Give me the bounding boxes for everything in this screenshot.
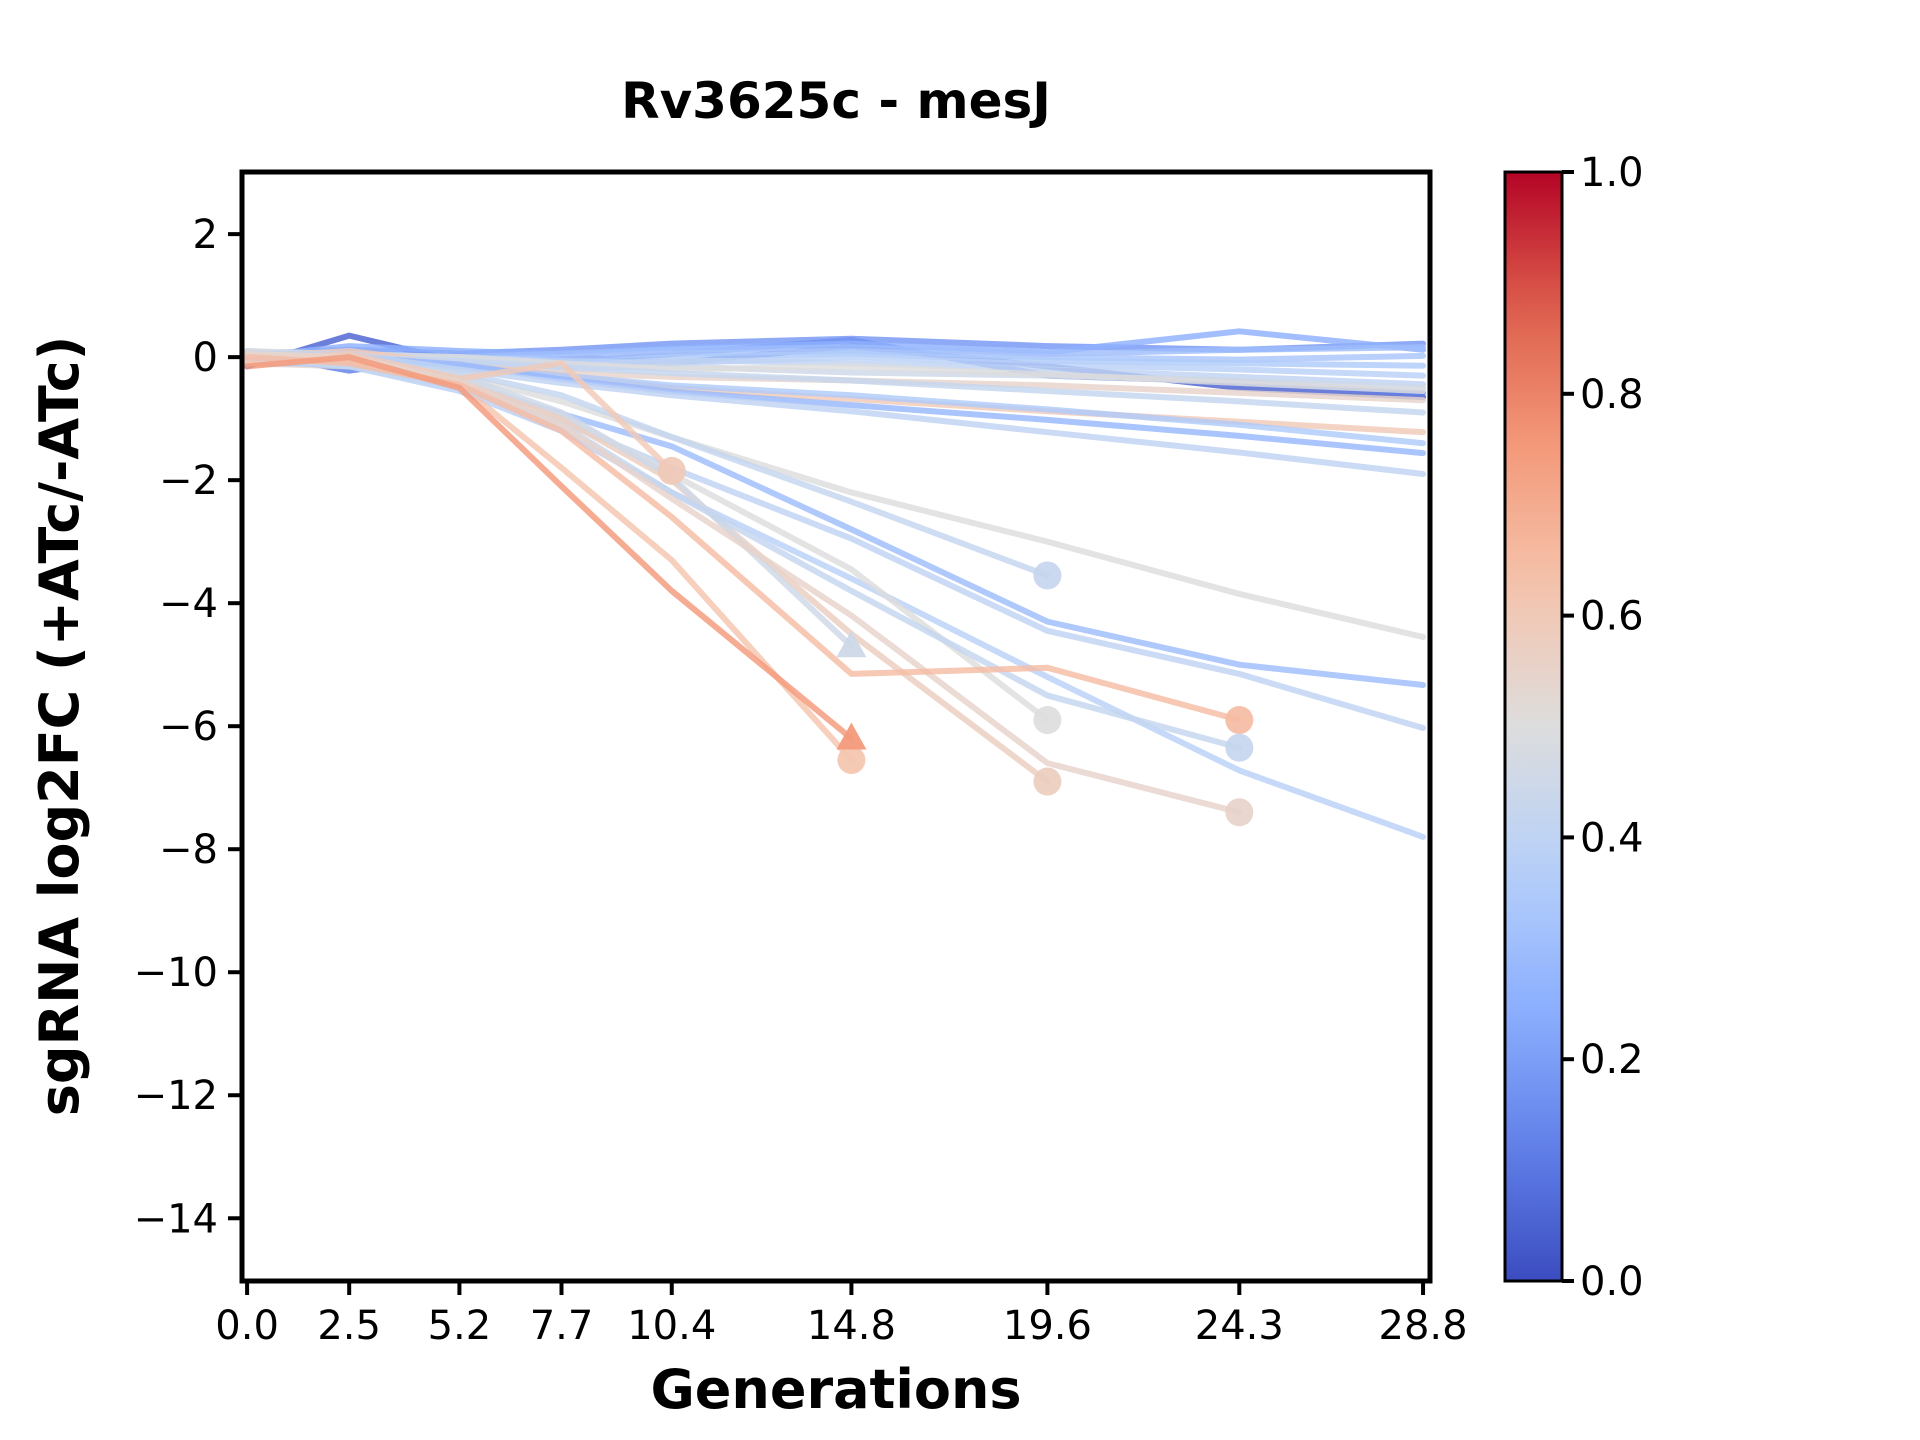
colorbar-tick-label: 1.0 xyxy=(1580,150,1644,196)
chart-title: Rv3625c - mesJ xyxy=(621,72,1051,130)
series-end-circle-marker xyxy=(1225,733,1254,762)
x-tick-label: 2.5 xyxy=(317,1303,381,1349)
series-end-circle-marker xyxy=(1225,798,1254,827)
colorbar-tick-label: 0.6 xyxy=(1580,594,1644,640)
series-end-circle-marker xyxy=(1225,706,1254,735)
axes-layer: 0.0 2.5 5.2 7.7 10.4 14.8 19.6 24.3 28.8 2 0 −2 −4 −6… xyxy=(134,169,1468,1349)
x-tick-label: 24.3 xyxy=(1195,1303,1284,1349)
series-line xyxy=(244,354,1243,724)
y-tick-label: −8 xyxy=(159,827,218,873)
series-end-circle-marker xyxy=(657,456,686,485)
series-end-circle-marker xyxy=(837,746,866,775)
y-tick-label: −14 xyxy=(134,1196,218,1242)
series-end-circle-marker xyxy=(1033,561,1062,590)
x-tick-label: 5.2 xyxy=(428,1303,492,1349)
colorbar-tick-label: 0.8 xyxy=(1580,372,1644,418)
y-tick-label: 0 xyxy=(193,335,218,381)
series-end-circle-marker xyxy=(1033,706,1062,735)
series-end-triangle-marker xyxy=(836,722,867,750)
series-line xyxy=(244,351,1427,478)
colorbar-layer: 0.0 0.2 0.4 0.6 0.8 1.0 xyxy=(1503,150,1644,1305)
series-layer xyxy=(244,328,1427,840)
y-axis-label: sgRNA log2FC (+ATc/-ATc) xyxy=(28,336,91,1117)
x-axis-label: Generations xyxy=(650,1358,1021,1421)
y-tick-label: −12 xyxy=(134,1073,218,1119)
y-tick-label: 2 xyxy=(193,212,218,258)
x-tick-label: 14.8 xyxy=(807,1303,896,1349)
x-tick-label: 7.7 xyxy=(530,1303,594,1349)
y-tick-label: −2 xyxy=(159,458,218,504)
series-end-triangle-marker xyxy=(836,630,867,658)
colorbar-tick-label: 0.0 xyxy=(1580,1259,1644,1305)
y-tick-label: −10 xyxy=(134,950,218,996)
colorbar xyxy=(1503,170,1564,1283)
series-end-circle-marker xyxy=(1033,767,1062,796)
colorbar-tick-label: 0.2 xyxy=(1580,1037,1644,1083)
colorbar-tick-label: 0.4 xyxy=(1580,815,1644,861)
x-tick-label: 10.4 xyxy=(627,1303,716,1349)
x-tick-label: 19.6 xyxy=(1003,1303,1092,1349)
y-tick-label: −6 xyxy=(159,704,218,750)
y-tick-label: −4 xyxy=(159,581,218,627)
x-tick-label: 28.8 xyxy=(1379,1303,1468,1349)
series-line xyxy=(244,354,855,742)
x-tick-label: 0.0 xyxy=(215,1303,279,1349)
